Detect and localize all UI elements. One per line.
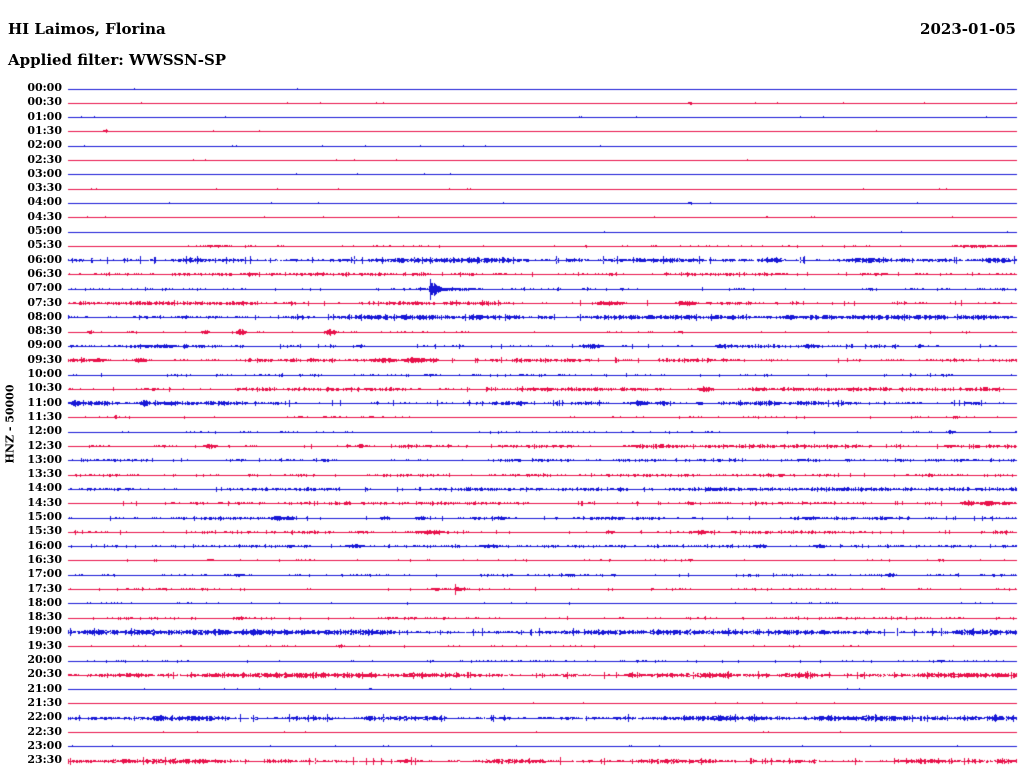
time-label-0030: 00:30 <box>27 95 62 109</box>
time-label-1600: 16:00 <box>27 538 62 552</box>
time-label-2300: 23:00 <box>27 738 62 752</box>
time-label-1400: 14:00 <box>27 481 62 495</box>
time-label-1430: 14:30 <box>27 495 62 509</box>
time-label-1130: 11:30 <box>27 409 62 423</box>
time-label-2000: 20:00 <box>27 653 62 666</box>
time-label-1200: 12:00 <box>27 424 62 438</box>
time-label-0630: 06:30 <box>27 266 62 280</box>
time-label-2230: 22:30 <box>27 724 62 738</box>
time-label-1330: 13:30 <box>27 467 62 481</box>
time-label-0130: 01:30 <box>27 123 62 137</box>
time-label-1700: 17:00 <box>27 567 62 581</box>
time-label-1300: 13:00 <box>27 452 62 466</box>
time-label-0900: 09:00 <box>27 338 62 352</box>
time-label-1900: 19:00 <box>27 624 62 638</box>
time-label-1830: 18:30 <box>27 610 62 624</box>
time-label-0500: 05:00 <box>27 224 62 237</box>
time-label-1630: 16:30 <box>27 552 62 566</box>
time-label-0400: 04:00 <box>27 195 62 209</box>
time-label-1530: 15:30 <box>27 524 62 538</box>
time-label-1930: 19:30 <box>27 638 62 652</box>
time-label-0530: 05:30 <box>27 238 62 252</box>
time-label-1230: 12:30 <box>27 438 62 452</box>
time-label-1030: 10:30 <box>27 381 62 395</box>
time-label-0100: 01:00 <box>27 109 62 123</box>
time-label-1500: 15:00 <box>27 510 62 523</box>
time-label-0730: 07:30 <box>27 295 62 309</box>
time-label-0430: 04:30 <box>27 209 62 223</box>
time-label-1730: 17:30 <box>27 581 62 595</box>
time-label-1800: 18:00 <box>27 595 62 609</box>
time-label-2130: 21:30 <box>27 695 62 709</box>
time-label-1100: 11:00 <box>27 395 62 409</box>
time-label-0300: 03:00 <box>27 166 62 180</box>
time-label-1000: 10:00 <box>27 367 62 380</box>
time-label-0330: 03:30 <box>27 181 62 195</box>
time-label-0800: 08:00 <box>27 309 62 323</box>
time-label-0600: 06:00 <box>27 252 62 266</box>
time-label-0700: 07:00 <box>27 281 62 295</box>
time-label-0830: 08:30 <box>27 324 62 338</box>
time-label-0200: 02:00 <box>27 138 62 152</box>
time-label-2200: 22:00 <box>27 710 62 724</box>
time-label-0000: 00:00 <box>27 81 62 94</box>
time-label-0930: 09:30 <box>27 352 62 366</box>
time-label-2030: 20:30 <box>27 667 62 681</box>
time-label-2100: 21:00 <box>27 681 62 695</box>
time-label-0230: 02:30 <box>27 152 62 166</box>
time-label-2330: 23:30 <box>27 753 62 767</box>
